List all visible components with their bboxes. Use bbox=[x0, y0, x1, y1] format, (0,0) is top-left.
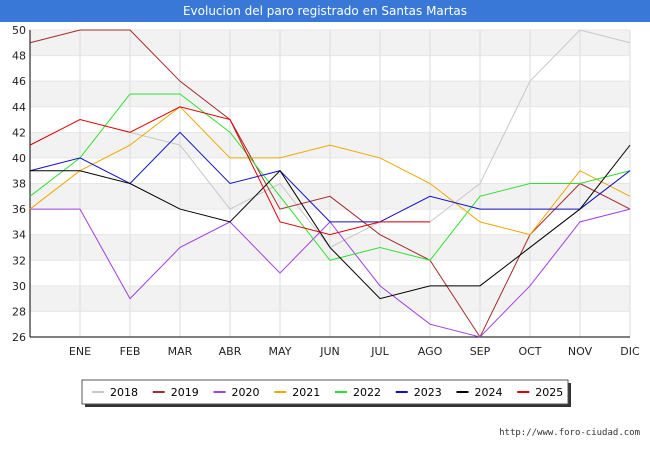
x-tick-label: OCT bbox=[518, 345, 541, 358]
x-tick-label: DIC bbox=[620, 345, 640, 358]
legend-label-2024: 2024 bbox=[475, 386, 503, 399]
y-tick-label: 38 bbox=[12, 178, 26, 191]
x-tick-label: JUL bbox=[370, 345, 389, 358]
series-line-2025 bbox=[29, 106, 430, 236]
y-tick-label: 40 bbox=[12, 152, 26, 165]
y-tick-label: 28 bbox=[12, 305, 26, 318]
legend-label-2022: 2022 bbox=[353, 386, 381, 399]
y-tick-label: 26 bbox=[12, 331, 26, 344]
x-tick-label: MAR bbox=[168, 345, 193, 358]
y-tick-label: 36 bbox=[12, 203, 26, 216]
x-tick-label: ABR bbox=[219, 345, 242, 358]
y-tick-label: 42 bbox=[12, 126, 26, 139]
series-line-2021 bbox=[29, 106, 631, 236]
x-tick-label: ENE bbox=[69, 345, 91, 358]
legend-label-2021: 2021 bbox=[292, 386, 320, 399]
source-url[interactable]: http://www.foro-ciudad.com bbox=[499, 428, 640, 438]
y-tick-label: 44 bbox=[12, 101, 26, 114]
y-tick-label: 30 bbox=[12, 280, 26, 293]
x-tick-label: SEP bbox=[470, 345, 491, 358]
x-tick-label: MAY bbox=[269, 345, 292, 358]
y-tick-label: 34 bbox=[12, 229, 26, 242]
x-tick-label: NOV bbox=[568, 345, 593, 358]
x-tick-label: JUN bbox=[319, 345, 340, 358]
y-tick-label: 50 bbox=[12, 24, 26, 37]
x-tick-label: AGO bbox=[418, 345, 443, 358]
y-tick-label: 46 bbox=[12, 75, 26, 88]
series-line-2022 bbox=[29, 93, 631, 261]
y-tick-label: 48 bbox=[12, 50, 26, 63]
legend-label-2018: 2018 bbox=[110, 386, 138, 399]
series-line-2024 bbox=[30, 144, 631, 300]
legend-label-2020: 2020 bbox=[232, 386, 260, 399]
legend-label-2025: 2025 bbox=[535, 386, 563, 399]
x-tick-label: FEB bbox=[120, 345, 141, 358]
chart-title: Evolucion del paro registrado en Santas … bbox=[0, 0, 650, 22]
legend-label-2023: 2023 bbox=[414, 386, 442, 399]
y-tick-label: 32 bbox=[12, 254, 26, 267]
legend-label-2019: 2019 bbox=[171, 386, 199, 399]
